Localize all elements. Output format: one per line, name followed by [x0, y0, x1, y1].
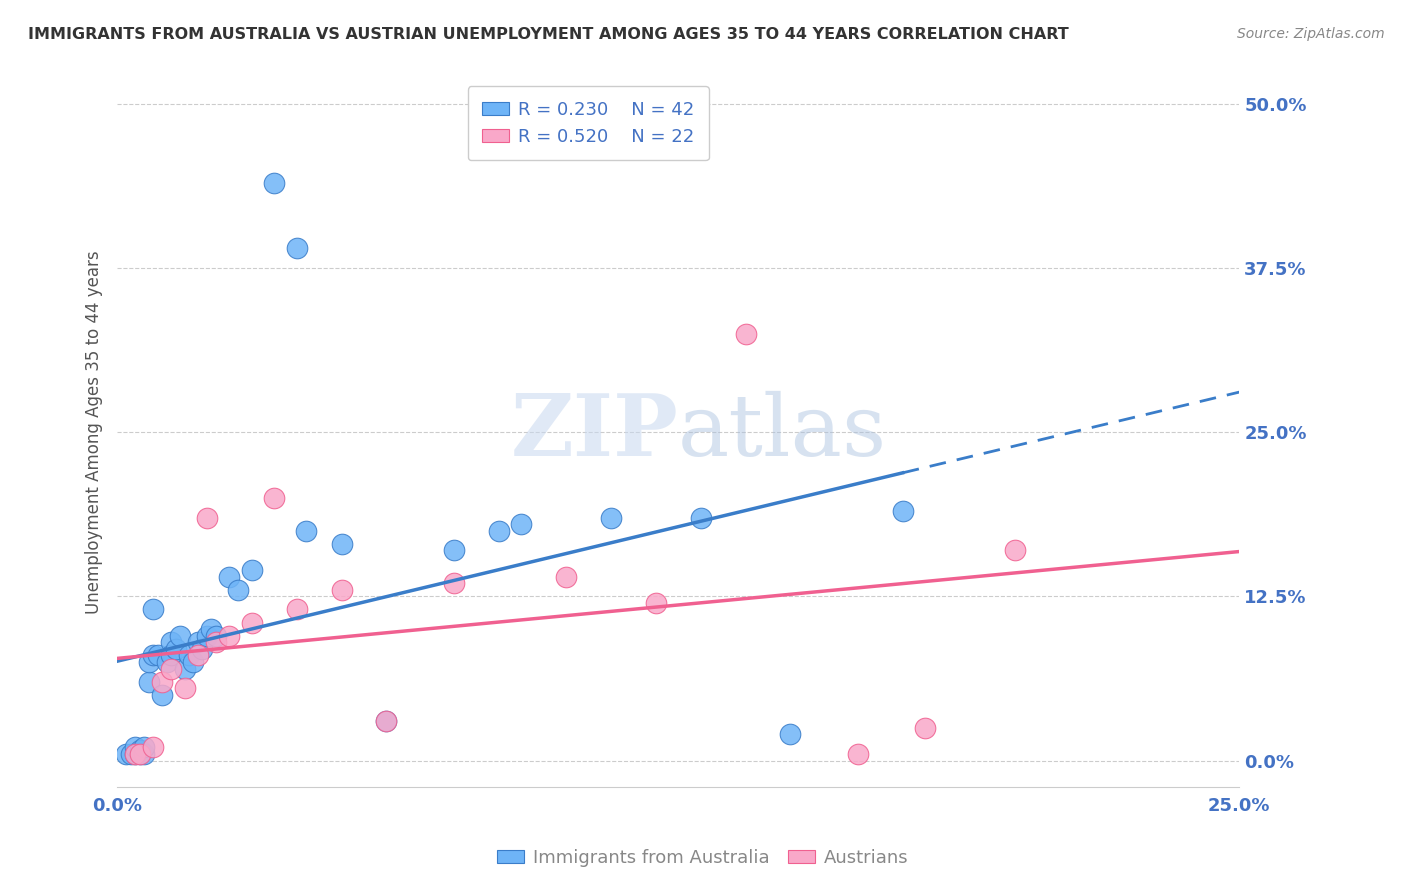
Point — [914, 721, 936, 735]
Point — [779, 727, 801, 741]
Point — [510, 517, 533, 532]
Point — [160, 662, 183, 676]
Point — [195, 510, 218, 524]
Point — [191, 641, 214, 656]
Point — [155, 655, 177, 669]
Point — [734, 326, 756, 341]
Point — [846, 747, 869, 761]
Point — [128, 743, 150, 757]
Point — [240, 615, 263, 630]
Point — [205, 629, 228, 643]
Point — [488, 524, 510, 538]
Point — [689, 510, 711, 524]
Point — [187, 635, 209, 649]
Point — [173, 681, 195, 696]
Point — [150, 688, 173, 702]
Point — [177, 648, 200, 663]
Point — [891, 504, 914, 518]
Point — [128, 747, 150, 761]
Point — [128, 747, 150, 761]
Point — [120, 747, 142, 761]
Text: atlas: atlas — [678, 391, 887, 474]
Legend: R = 0.230    N = 42, R = 0.520    N = 22: R = 0.230 N = 42, R = 0.520 N = 22 — [468, 87, 709, 161]
Point — [600, 510, 623, 524]
Point — [134, 740, 156, 755]
Point — [142, 602, 165, 616]
Point — [1004, 543, 1026, 558]
Point — [142, 648, 165, 663]
Text: ZIP: ZIP — [510, 390, 678, 475]
Point — [195, 629, 218, 643]
Point — [218, 569, 240, 583]
Point — [124, 747, 146, 761]
Point — [165, 641, 187, 656]
Point — [200, 622, 222, 636]
Point — [443, 543, 465, 558]
Point — [375, 714, 398, 728]
Point — [160, 635, 183, 649]
Y-axis label: Unemployment Among Ages 35 to 44 years: Unemployment Among Ages 35 to 44 years — [86, 251, 103, 614]
Point — [134, 747, 156, 761]
Point — [124, 740, 146, 755]
Point — [138, 655, 160, 669]
Legend: Immigrants from Australia, Austrians: Immigrants from Australia, Austrians — [491, 842, 915, 874]
Point — [285, 602, 308, 616]
Point — [205, 635, 228, 649]
Point — [115, 747, 138, 761]
Point — [146, 648, 169, 663]
Point — [124, 747, 146, 761]
Point — [142, 740, 165, 755]
Point — [183, 655, 205, 669]
Point — [150, 674, 173, 689]
Point — [375, 714, 398, 728]
Point — [160, 648, 183, 663]
Point — [330, 537, 353, 551]
Point — [228, 582, 250, 597]
Point — [138, 674, 160, 689]
Point — [240, 563, 263, 577]
Point — [263, 176, 285, 190]
Point — [644, 596, 666, 610]
Point — [443, 576, 465, 591]
Point — [173, 662, 195, 676]
Point — [169, 629, 191, 643]
Point — [263, 491, 285, 505]
Point — [285, 241, 308, 255]
Point — [218, 629, 240, 643]
Point — [555, 569, 578, 583]
Point — [294, 524, 316, 538]
Text: IMMIGRANTS FROM AUSTRALIA VS AUSTRIAN UNEMPLOYMENT AMONG AGES 35 TO 44 YEARS COR: IMMIGRANTS FROM AUSTRALIA VS AUSTRIAN UN… — [28, 27, 1069, 42]
Point — [187, 648, 209, 663]
Text: Source: ZipAtlas.com: Source: ZipAtlas.com — [1237, 27, 1385, 41]
Point — [330, 582, 353, 597]
